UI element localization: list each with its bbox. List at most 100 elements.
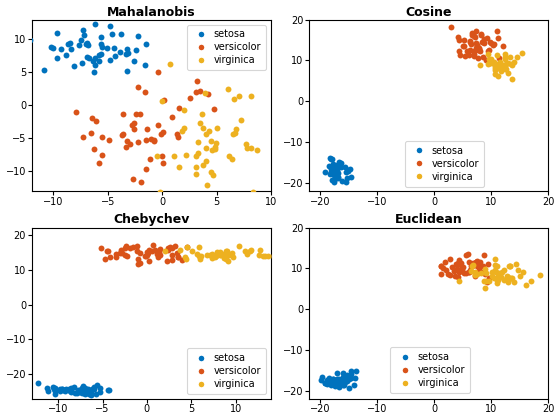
Point xyxy=(122,45,131,52)
Point xyxy=(249,189,258,195)
Point xyxy=(133,256,142,262)
Point xyxy=(195,244,204,251)
Point xyxy=(182,255,191,262)
Point xyxy=(502,61,511,68)
Point xyxy=(465,268,474,275)
Point xyxy=(342,371,351,378)
Point xyxy=(332,379,340,386)
Point xyxy=(97,51,106,58)
Point xyxy=(80,385,89,392)
Point xyxy=(493,63,502,69)
Point xyxy=(485,59,494,66)
Point xyxy=(512,54,521,60)
Point xyxy=(253,147,262,154)
Point xyxy=(121,251,130,258)
Point xyxy=(95,58,104,65)
Point xyxy=(110,45,119,52)
Point xyxy=(484,50,493,57)
Point xyxy=(473,263,482,270)
Point xyxy=(141,62,150,68)
Point xyxy=(326,378,335,385)
Point xyxy=(325,163,334,170)
Point xyxy=(469,262,478,269)
Point xyxy=(174,254,183,260)
Point xyxy=(105,57,114,63)
Point xyxy=(104,247,113,254)
Point xyxy=(154,122,163,129)
Point xyxy=(498,63,507,69)
Point xyxy=(335,380,344,386)
Point xyxy=(66,388,74,394)
Point xyxy=(318,373,327,380)
Point xyxy=(455,268,464,275)
Point xyxy=(331,174,340,181)
Point xyxy=(502,273,511,279)
Point xyxy=(166,60,175,67)
Point xyxy=(330,378,339,385)
Point xyxy=(96,34,105,41)
Point xyxy=(329,167,338,173)
Point xyxy=(329,168,338,175)
Point xyxy=(475,45,484,52)
Point xyxy=(133,84,142,90)
Point xyxy=(67,45,76,52)
Point xyxy=(119,130,128,137)
Point xyxy=(104,387,113,394)
Point xyxy=(203,252,212,259)
Point xyxy=(329,170,338,176)
Point xyxy=(463,47,472,54)
Point xyxy=(209,252,218,259)
Point xyxy=(127,122,136,129)
Point xyxy=(176,247,185,254)
Point xyxy=(91,21,100,28)
Point xyxy=(202,158,211,164)
Point xyxy=(69,383,78,390)
Point xyxy=(497,66,506,72)
Point xyxy=(508,76,517,83)
Point xyxy=(144,247,153,253)
Point xyxy=(517,50,526,57)
Point xyxy=(494,63,503,69)
Point xyxy=(155,189,164,196)
Point xyxy=(129,58,138,65)
Point xyxy=(152,152,161,159)
Point xyxy=(246,145,255,152)
Point xyxy=(100,255,109,262)
Point xyxy=(470,271,479,278)
Point xyxy=(468,32,477,39)
Point xyxy=(325,375,334,381)
Point xyxy=(212,124,221,131)
Point xyxy=(465,47,474,54)
Point xyxy=(132,46,141,53)
Point xyxy=(332,175,340,181)
Point xyxy=(501,66,510,72)
Point xyxy=(129,126,138,132)
Point xyxy=(472,45,480,52)
Point xyxy=(118,132,127,139)
Point xyxy=(329,375,338,382)
Point xyxy=(495,65,504,71)
Point xyxy=(151,247,160,254)
Point xyxy=(338,381,347,388)
Point xyxy=(451,261,460,268)
Point xyxy=(491,255,500,262)
Point xyxy=(106,253,115,260)
Point xyxy=(90,69,99,76)
Point xyxy=(95,160,104,166)
Point xyxy=(141,252,150,259)
Point xyxy=(141,41,150,47)
Point xyxy=(486,57,495,64)
Point xyxy=(52,55,61,62)
Point xyxy=(343,167,352,174)
Point xyxy=(231,130,240,136)
Point xyxy=(446,255,455,262)
Point xyxy=(222,247,231,254)
Point xyxy=(129,175,138,182)
Point xyxy=(90,386,99,392)
Point xyxy=(85,54,94,61)
Point xyxy=(328,170,337,177)
Point xyxy=(446,24,455,31)
Point xyxy=(73,386,82,393)
Point xyxy=(337,160,346,167)
Point xyxy=(505,54,514,60)
